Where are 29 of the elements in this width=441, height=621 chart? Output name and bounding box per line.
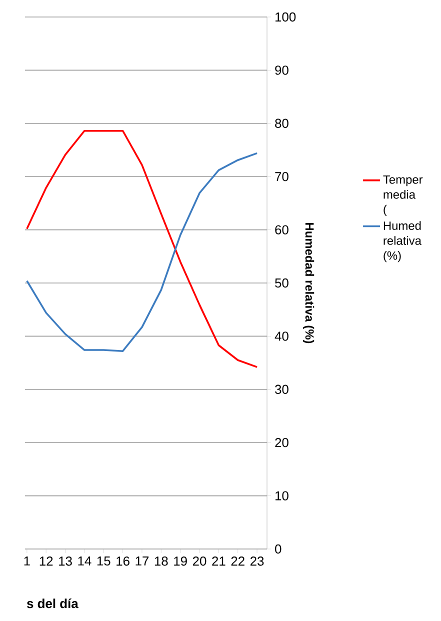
x-tick-label: 19 [174,556,187,566]
x-tick-label: 21 [212,556,226,566]
x-tick-label: 16 [116,556,130,566]
y2-tick-label: 70 [275,172,288,182]
y2-tick-label: 80 [275,118,288,128]
x-tick-label: 13 [59,556,72,566]
y2-tick-label: 40 [274,332,288,341]
x-tick-label: 17 [136,556,149,566]
x-tick-label: 15 [97,556,110,566]
line-series [26,152,258,352]
x-tick-label: 14 [78,556,92,566]
legend-label: Humed relativa (%) [384,221,422,262]
y2-tick-label: 30 [275,384,288,394]
y2-tick-label: 0 [275,544,282,554]
y2-tick-label: 50 [275,278,288,288]
x-tick-label: 1 [24,556,30,566]
y2-tick-label: 10 [276,491,288,500]
x-axis-title: s del día [26,598,78,608]
y2-tick-label: 20 [275,438,288,448]
y2-tick-label: 60 [275,225,288,234]
x-tick-label: 18 [154,556,168,566]
y2-axis-title: Humedad relativa (%) [302,223,314,344]
x-tick-label: 23 [250,556,264,566]
x-tick-label: 12 [40,556,53,566]
y2-tick-label: 100 [276,12,296,22]
x-tick-label: 20 [192,556,206,566]
legend-label: Temper media ( [383,175,423,216]
x-tick-label: 22 [231,556,244,566]
y2-tick-label: 90 [275,66,288,75]
